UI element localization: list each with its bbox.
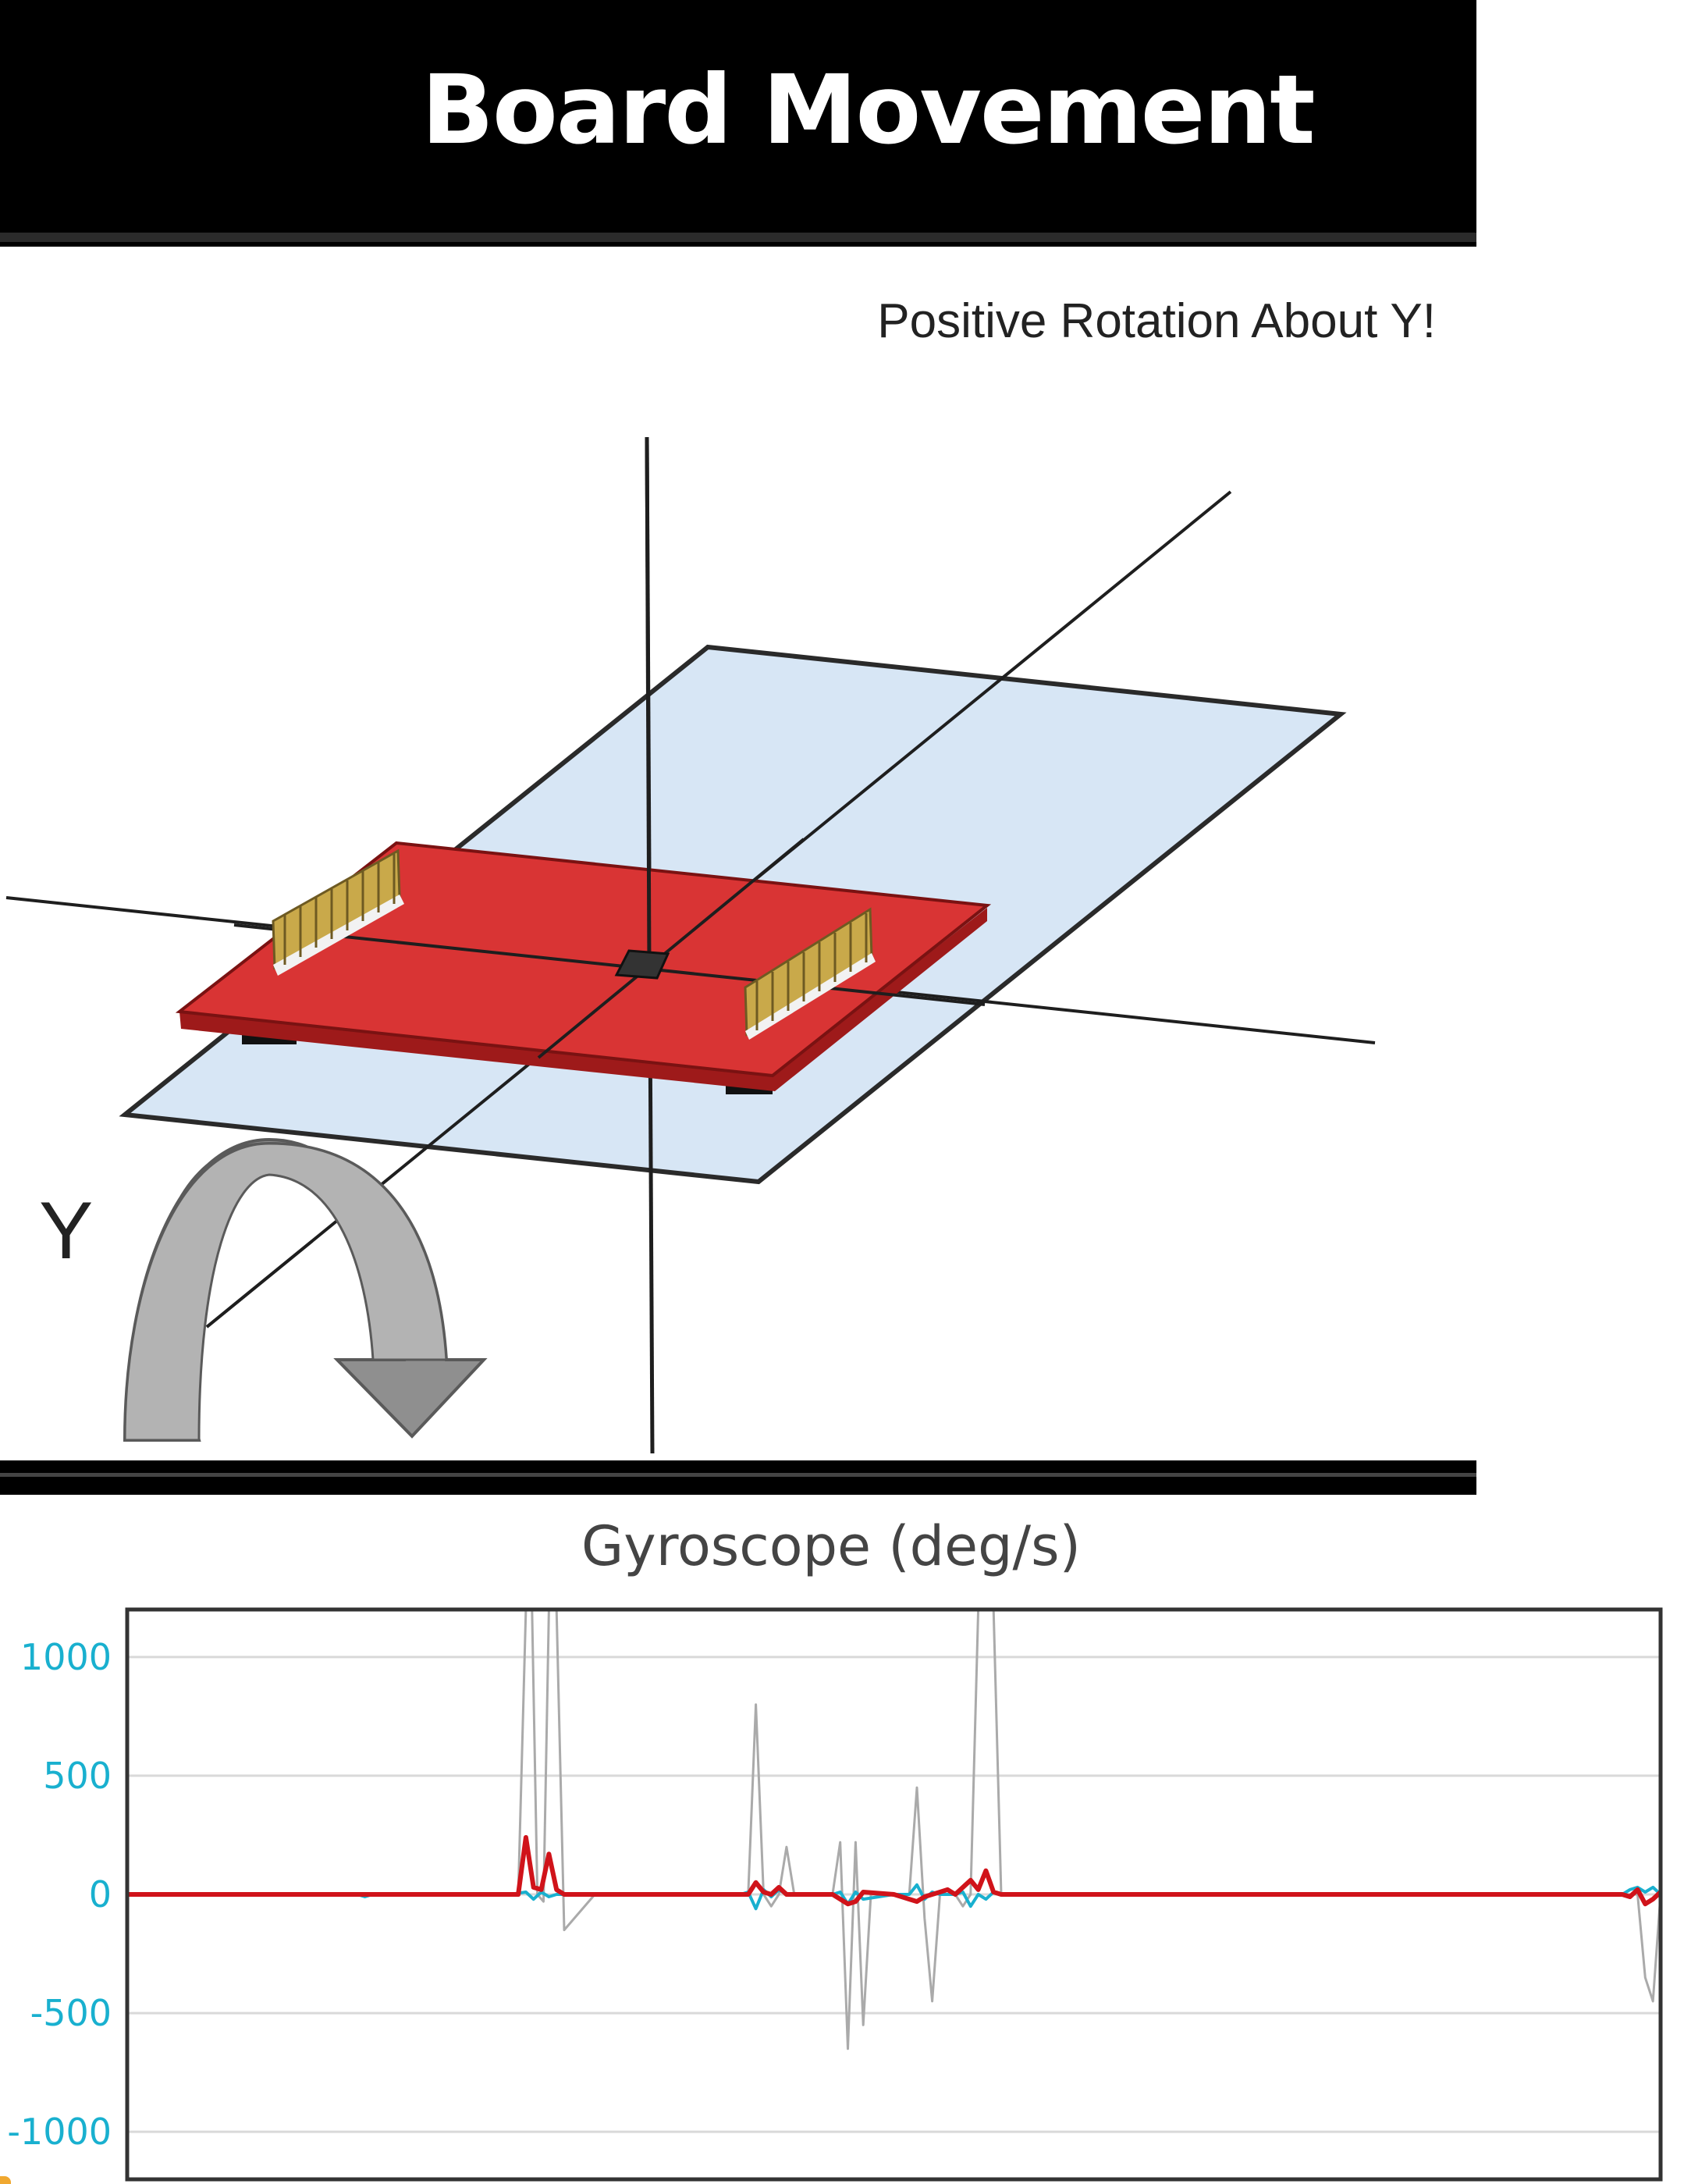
panel-title: Board Movement xyxy=(421,55,1316,165)
corner-tab xyxy=(0,2176,11,2184)
illustration-caption: Positive Rotation About Y! xyxy=(877,294,1436,348)
panel-divider-top xyxy=(0,233,1476,242)
chart-series xyxy=(127,1610,1661,2051)
y-axis-over-arrow xyxy=(205,1240,314,1329)
y-tick-label: 500 xyxy=(43,1755,112,1797)
sensor-chip xyxy=(614,949,670,980)
y-tick-labels: 1000 500 0 -500 -1000 xyxy=(7,1636,112,2153)
axis-label-y: Y xyxy=(39,1186,93,1276)
y-axis-over-board xyxy=(537,838,805,1059)
x-axis-over-board xyxy=(233,923,986,1006)
pin-header-right xyxy=(744,907,876,1040)
series-line-3 xyxy=(127,1835,1661,1907)
panel-divider-bottom xyxy=(0,1466,1476,1495)
rotation-illustration: Positive Rotation About Y! xyxy=(5,294,1436,1454)
y-tick-label: -1000 xyxy=(7,2111,112,2153)
y-tick-label: -500 xyxy=(30,1992,112,2034)
y-tick-label: 0 xyxy=(89,1873,112,1915)
gyroscope-chart: 1000 500 0 -500 -1000 xyxy=(7,1607,1663,2182)
panel-divider-line xyxy=(0,1473,1476,1477)
rotation-arrow-inner xyxy=(123,1142,448,1442)
z-axis-over-board xyxy=(645,436,652,969)
y-tick-label: 1000 xyxy=(20,1636,112,1678)
panel-header: Board Movement xyxy=(0,0,1476,226)
plot-frame xyxy=(125,1607,1663,2182)
chart-title: Gyroscope (deg/s) xyxy=(581,1514,1081,1578)
pin-header-left xyxy=(272,848,404,976)
board-edge xyxy=(179,908,987,1091)
series-line-1 xyxy=(127,1610,1661,2051)
